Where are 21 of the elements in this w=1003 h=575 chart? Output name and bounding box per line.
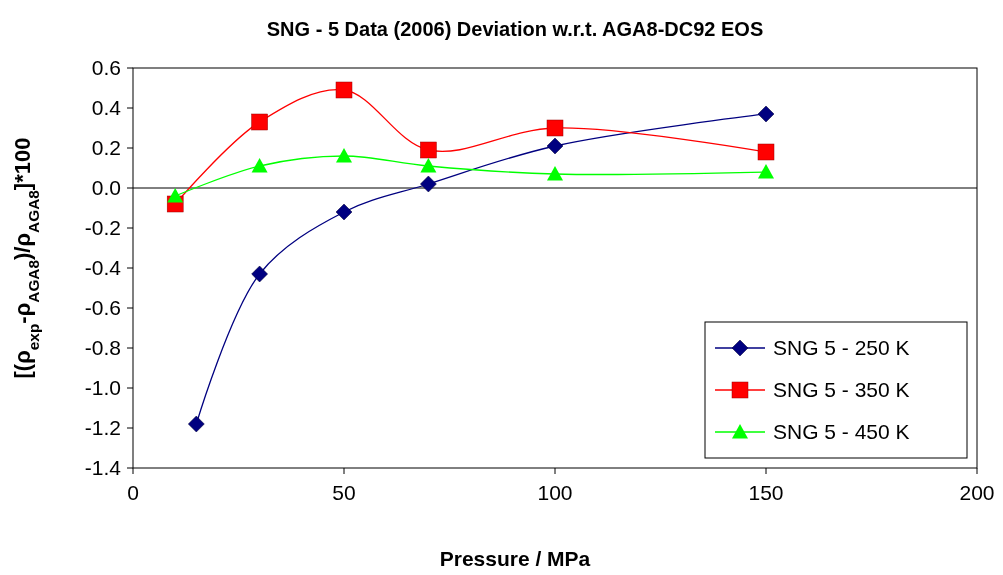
y-tick-label: 0.0: [91, 176, 121, 200]
x-tick-label: 200: [959, 481, 995, 504]
legend-label: SNG 5 - 350 K: [773, 378, 910, 402]
y-tick-label: -0.8: [84, 336, 121, 360]
y-tick-label: 0.4: [91, 96, 122, 120]
legend-label: SNG 5 - 450 K: [773, 420, 910, 444]
x-tick-label: 50: [332, 481, 356, 504]
x-tick-label: 150: [748, 481, 784, 504]
y-tick-label: 0.2: [91, 136, 121, 160]
x-axis-title: Pressure / MPa: [439, 547, 591, 570]
y-tick-label: 0.6: [91, 56, 121, 80]
y-tick-label: -0.4: [84, 256, 122, 280]
x-tick-label: 100: [537, 481, 573, 504]
y-tick-label: -1.0: [84, 376, 121, 400]
chart-title: SNG - 5 Data (2006) Deviation w.r.t. AGA8-DC92 EOS: [266, 18, 764, 40]
y-tick-label: -1.2: [84, 416, 121, 440]
x-tick-label: 0: [127, 481, 139, 504]
y-tick-label: -1.4: [84, 456, 122, 480]
y-tick-label: -0.2: [84, 216, 121, 240]
legend-label: SNG 5 - 250 K: [773, 336, 910, 360]
y-tick-label: -0.6: [84, 296, 121, 320]
